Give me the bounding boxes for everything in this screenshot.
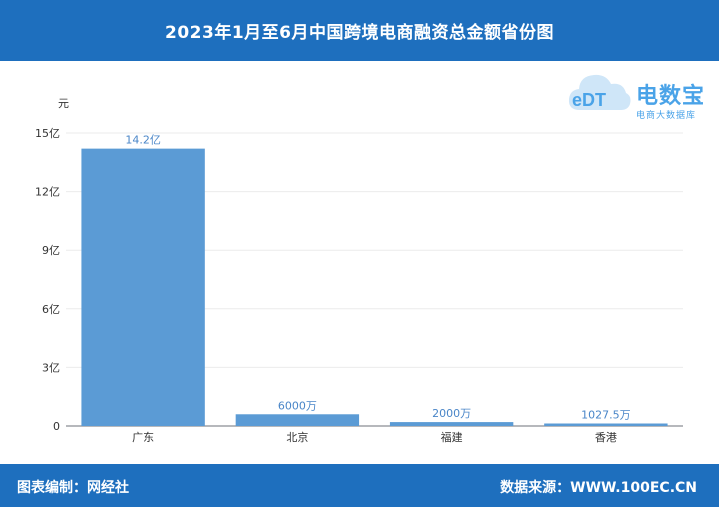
cloud-logo-icon: eDT [568, 74, 631, 110]
page-title: 2023年1月至6月中国跨境电商融资总金额省份图 [165, 23, 554, 43]
data-label: 14.2亿 [125, 134, 161, 147]
bar [544, 423, 668, 426]
y-axis-label: 元 [58, 97, 69, 110]
logo-text: 电数宝 [636, 84, 706, 109]
footer-source: 数据来源：WWW.100EC.CN [500, 480, 697, 496]
bar [81, 148, 205, 427]
header-bar: 2023年1月至6月中国跨境电商融资总金额省份图 [0, 0, 719, 61]
chart-area: 元 0 3亿 6亿 9亿 12亿 15亿 14.2亿广东 6000万北京 2000万福建 1027.… [0, 61, 719, 464]
footer-editor: 图表编制：网经社 [17, 480, 129, 496]
y-tick-label: 3亿 [42, 361, 60, 374]
footer-bar: 图表编制：网经社 数据来源：WWW.100EC.CN [0, 464, 719, 507]
y-tick-label: 12亿 [35, 186, 60, 199]
data-label: 6000万 [278, 399, 317, 412]
bar [235, 414, 360, 426]
y-tick-label: 0 [53, 420, 60, 433]
x-tick-label: 北京 [286, 430, 308, 444]
x-tick-label: 香港 [595, 431, 617, 444]
x-tick-label: 广东 [132, 431, 154, 444]
y-tick-label: 6亿 [42, 303, 60, 316]
y-tick-label: 15亿 [35, 127, 60, 140]
data-label: 1027.5万 [581, 409, 631, 422]
brand-logo: eDT 电数宝 电商大数据库 [566, 66, 716, 124]
y-tick-label: 9亿 [42, 244, 60, 257]
x-tick-label: 福建 [441, 430, 463, 444]
svg-text:eDT: eDT [572, 90, 606, 110]
data-label: 2000万 [432, 407, 471, 420]
bar [389, 422, 514, 426]
logo-subtitle: 电商大数据库 [636, 111, 697, 121]
